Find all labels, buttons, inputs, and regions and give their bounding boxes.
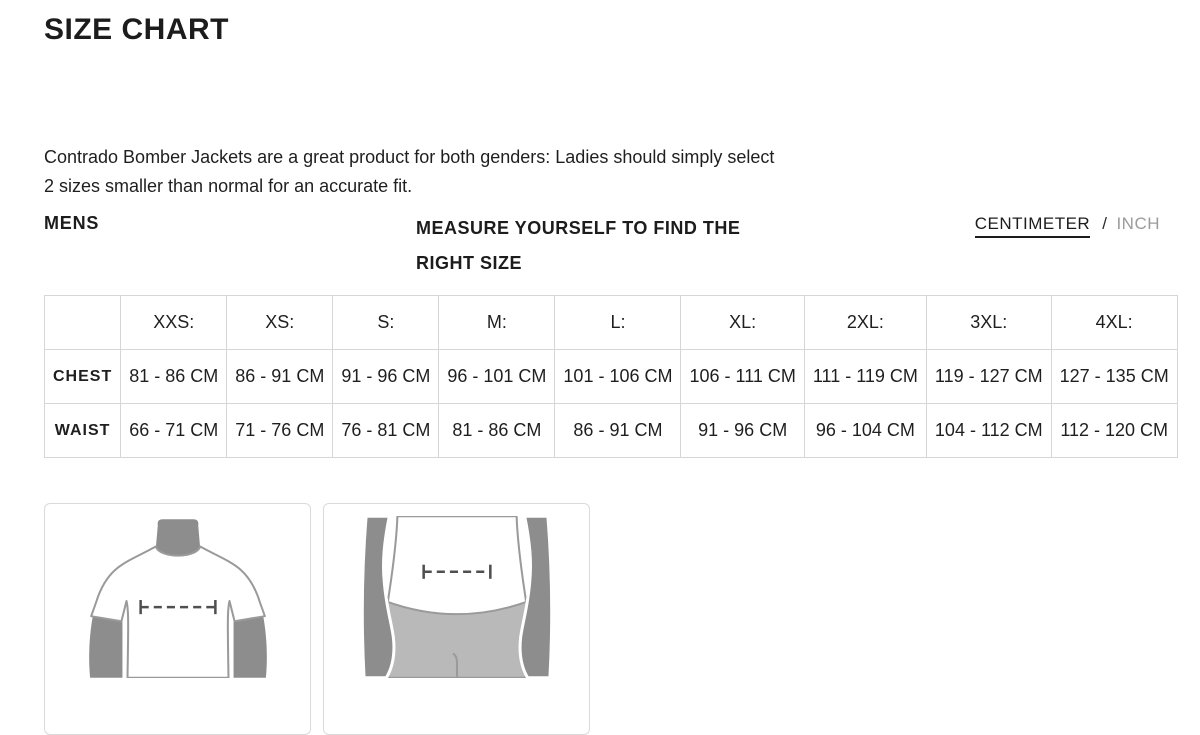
- size-column-header-2xl: 2XL:: [803, 295, 927, 350]
- table-row-waist: WAIST 66 - 71 CM 71 - 76 CM 76 - 81 CM 8…: [43, 403, 1178, 458]
- measure-heading: MEASURE YOURSELF TO FIND THE RIGHT SIZE: [416, 218, 741, 273]
- size-column-header-xs: XS:: [226, 295, 334, 350]
- size-column-header-4xl: 4XL:: [1050, 295, 1178, 350]
- corner-cell: [43, 295, 122, 350]
- waist-measurement-line: [421, 564, 492, 579]
- info-row: MENS MEASURE YOURSELF TO FIND THE RIGHT …: [44, 211, 1160, 281]
- unit-option-inch[interactable]: INCH: [1116, 214, 1160, 233]
- waist-value-s: 76 - 81 CM: [332, 403, 440, 458]
- row-label-waist: WAIST: [43, 403, 122, 458]
- size-column-header-xl: XL:: [680, 295, 805, 350]
- unit-option-centimeter[interactable]: CENTIMETER: [974, 214, 1091, 238]
- unit-separator: /: [1102, 214, 1108, 233]
- chest-value-4xl: 127 - 135 CM: [1050, 349, 1178, 404]
- chest-value-xxs: 81 - 86 CM: [120, 349, 228, 404]
- chest-measurement-line: [138, 600, 217, 615]
- size-table: XXS: XS: S: M: L: XL: 2XL: 3XL: 4XL: CHE…: [43, 295, 1178, 458]
- chest-value-s: 91 - 96 CM: [332, 349, 440, 404]
- chest-value-l: 101 - 106 CM: [554, 349, 682, 404]
- waist-guide-box: [323, 503, 590, 735]
- waist-value-xl: 91 - 96 CM: [680, 403, 805, 458]
- chest-value-xl: 106 - 111 CM: [680, 349, 805, 404]
- chest-value-xs: 86 - 91 CM: [226, 349, 334, 404]
- size-column-header-l: L:: [554, 295, 682, 350]
- waist-value-xxs: 66 - 71 CM: [120, 403, 228, 458]
- waist-value-3xl: 104 - 112 CM: [925, 403, 1052, 458]
- size-column-header-m: M:: [438, 295, 556, 350]
- waist-value-l: 86 - 91 CM: [554, 403, 682, 458]
- size-column-header-3xl: 3XL:: [925, 295, 1052, 350]
- section-label-mens: MENS: [44, 213, 100, 233]
- chest-guide-box: [44, 503, 311, 735]
- measurement-guides: [44, 503, 1160, 735]
- product-description: Contrado Bomber Jackets are a great prod…: [44, 147, 775, 196]
- waist-value-m: 81 - 86 CM: [438, 403, 556, 458]
- row-label-chest: CHEST: [43, 349, 122, 404]
- size-chart-page: SIZE CHART Contrado Bomber Jackets are a…: [0, 14, 1200, 735]
- waist-value-2xl: 96 - 104 CM: [803, 403, 927, 458]
- size-column-header-s: S:: [332, 295, 440, 350]
- chest-value-2xl: 111 - 119 CM: [803, 349, 927, 404]
- size-column-header-xxs: XXS:: [120, 295, 228, 350]
- waist-value-4xl: 112 - 120 CM: [1050, 403, 1178, 458]
- chest-measurement-illustration: [88, 519, 267, 678]
- chest-value-m: 96 - 101 CM: [438, 349, 556, 404]
- table-row-chest: CHEST 81 - 86 CM 86 - 91 CM 91 - 96 CM 9…: [43, 349, 1178, 404]
- size-table-header-row: XXS: XS: S: M: L: XL: 2XL: 3XL: 4XL:: [43, 295, 1178, 350]
- unit-toggle: CENTIMETER / INCH: [974, 211, 1160, 238]
- chest-value-3xl: 119 - 127 CM: [925, 349, 1052, 404]
- page-title: SIZE CHART: [44, 13, 229, 46]
- waist-measurement-illustration: [360, 516, 553, 678]
- waist-value-xs: 71 - 76 CM: [226, 403, 334, 458]
